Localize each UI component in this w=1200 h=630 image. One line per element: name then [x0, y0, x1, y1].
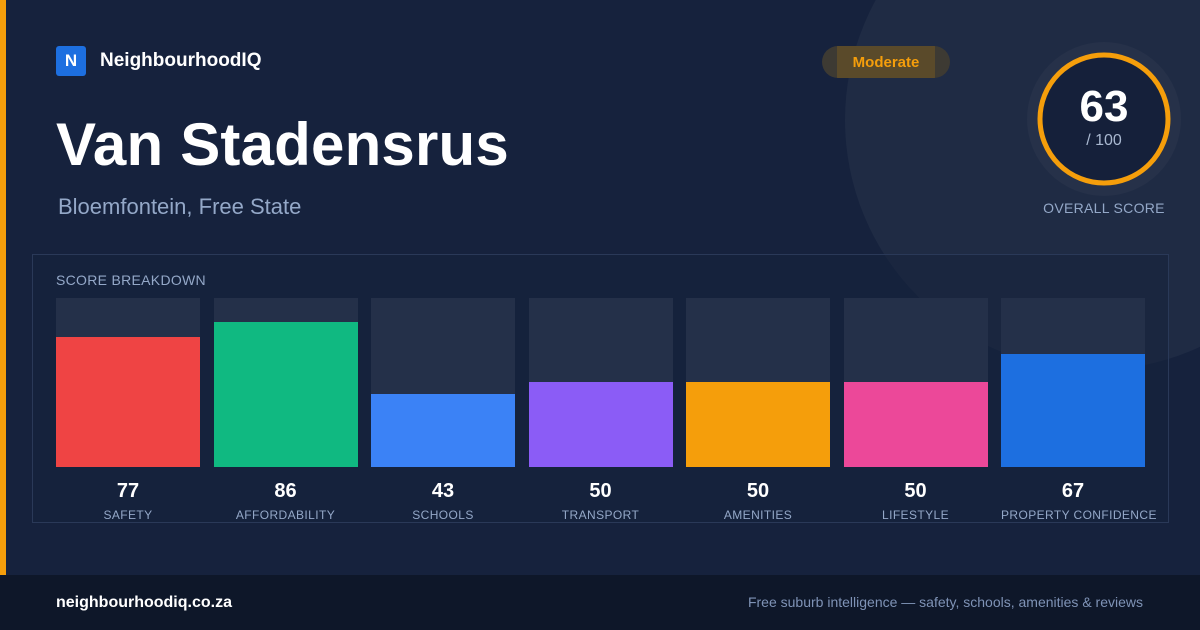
bar-fill	[1001, 354, 1145, 467]
bar-label: SAFETY	[103, 508, 153, 522]
suburb-location: Bloemfontein, Free State	[58, 194, 302, 219]
score-bar-safety[interactable]: 77 SAFETY	[56, 298, 200, 522]
bar-label: LIFESTYLE	[882, 508, 949, 522]
bar-fill	[213, 322, 358, 467]
score-bar-schools[interactable]: 43 SCHOOLS	[371, 298, 515, 522]
brand-logo-icon: N	[56, 46, 86, 76]
score-breakdown-panel: SCORE BREAKDOWN 77 SAFETY 86 AFFORDABILITY 4…	[32, 254, 1169, 523]
bar-fill	[686, 382, 830, 467]
bar-track	[686, 298, 830, 467]
bar-label: SCHOOLS	[412, 508, 474, 522]
hero-card: N NeighbourhoodIQ Van Stadensrus Bloemfo…	[0, 0, 1181, 575]
score-bar-transport[interactable]: 50 TRANSPORT	[528, 298, 673, 522]
bar-track	[843, 298, 988, 467]
footer: neighbourhoodiq.co.za Free suburb intell…	[0, 575, 1200, 630]
overall-score-label: OVERALL SCORE	[1043, 200, 1165, 216]
bar-track	[213, 298, 358, 467]
bar-track	[528, 298, 673, 467]
bar-value: 50	[904, 480, 927, 502]
bar-track	[371, 298, 515, 467]
bar-track	[1001, 298, 1145, 467]
brand-name: NeighbourhoodIQ	[100, 50, 262, 71]
suburb-title: Van Stadensrus	[56, 111, 509, 178]
rating-badge: Moderate	[822, 46, 950, 78]
bar-label: PROPERTY CONFIDENCE	[1001, 508, 1157, 522]
bar-label: AFFORDABILITY	[235, 508, 336, 522]
bar-fill	[528, 382, 673, 467]
score-bar-affordability[interactable]: 86 AFFORDABILITY	[213, 298, 358, 522]
bar-fill	[56, 337, 200, 467]
overall-score-max: / 100	[1086, 132, 1122, 149]
brand[interactable]: N NeighbourhoodIQ	[56, 46, 261, 76]
overall-score-ring	[1027, 42, 1181, 196]
bar-fill	[371, 394, 515, 467]
score-bar-property-confidence[interactable]: 67 PROPERTY CONFIDENCE	[1001, 298, 1157, 522]
accent-strip	[0, 0, 6, 575]
bar-value: 43	[431, 480, 455, 502]
rating-badge-label: Moderate	[836, 46, 936, 78]
bar-value: 67	[1061, 480, 1085, 502]
score-ring-arc	[1037, 52, 1171, 186]
overall-score-value: 63	[1079, 82, 1129, 131]
bar-label: AMENITIES	[723, 508, 793, 522]
bar-value: 86	[274, 480, 297, 502]
bar-track	[56, 298, 200, 467]
breakdown-title: SCORE BREAKDOWN	[56, 272, 206, 288]
bar-value: 50	[589, 480, 612, 502]
footer-tagline: Free suburb intelligence — safety, schoo…	[747, 594, 1143, 610]
bar-value: 50	[746, 480, 770, 502]
bar-fill	[843, 382, 988, 467]
bar-value: 77	[116, 480, 140, 502]
score-bar-lifestyle[interactable]: 50 LIFESTYLE	[843, 298, 988, 522]
bar-label: TRANSPORT	[561, 508, 640, 522]
score-bar-amenities[interactable]: 50 AMENITIES	[686, 298, 830, 522]
footer-domain-link[interactable]: neighbourhoodiq.co.za	[56, 594, 232, 611]
